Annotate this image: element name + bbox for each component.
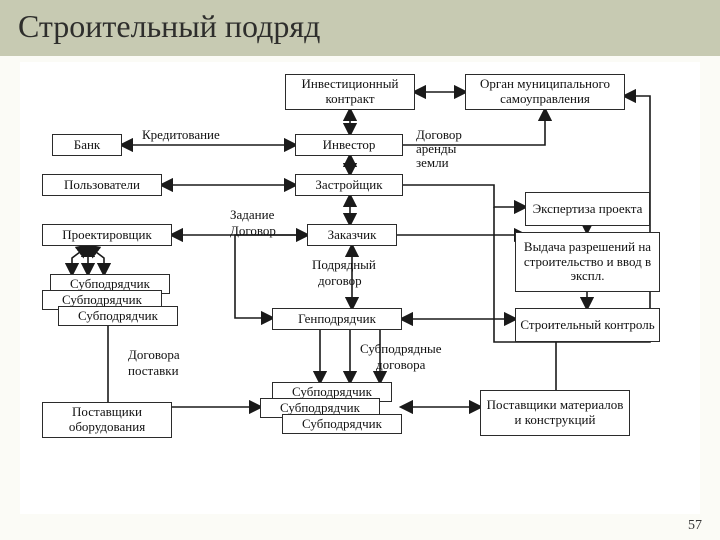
- edge-label: Договор: [230, 224, 276, 238]
- diagram-canvas: Инвестиционный контракт Орган муниципальн…: [20, 62, 700, 514]
- node-expertiza: Экспертиза проекта: [525, 192, 650, 226]
- edge-label: Подрядный: [312, 258, 376, 272]
- node-inv_contract: Инвестиционный контракт: [285, 74, 415, 110]
- edge-label: договор: [318, 274, 362, 288]
- node-sub2c: Субподрядчик: [282, 414, 402, 434]
- node-stroy_kontrol: Строительный контроль: [515, 308, 660, 342]
- node-post_mat: Поставщики материалов и конструкций: [480, 390, 630, 436]
- edge-label: договора: [376, 358, 425, 372]
- node-users: Пользователи: [42, 174, 162, 196]
- edge-label: поставки: [128, 364, 179, 378]
- edge-label: земли: [416, 156, 449, 170]
- edge-label: Договора: [128, 348, 180, 362]
- edge-label: Кредитование: [142, 128, 220, 142]
- node-proektirovshchik: Проектировщик: [42, 224, 172, 246]
- node-vydacha: Выдача разрешений на строительство и вво…: [515, 232, 660, 292]
- node-municipal: Орган муниципального самоуправления: [465, 74, 625, 110]
- node-genpodryadchik: Генподрядчик: [272, 308, 402, 330]
- node-investor: Инвестор: [295, 134, 403, 156]
- node-post_oborud: Поставщики оборудования: [42, 402, 172, 438]
- node-zastroyshchik: Застройщик: [295, 174, 403, 196]
- node-zakazchik: Заказчик: [307, 224, 397, 246]
- page-title: Строительный подряд: [18, 8, 320, 45]
- page-number: 57: [688, 518, 702, 534]
- node-bank: Банк: [52, 134, 122, 156]
- edge-label: Субподрядные: [360, 342, 442, 356]
- slide: Строительный подряд Инвестиционный контр…: [0, 0, 720, 540]
- edge-label: Задание: [230, 208, 274, 222]
- node-sub1c: Субподрядчик: [58, 306, 178, 326]
